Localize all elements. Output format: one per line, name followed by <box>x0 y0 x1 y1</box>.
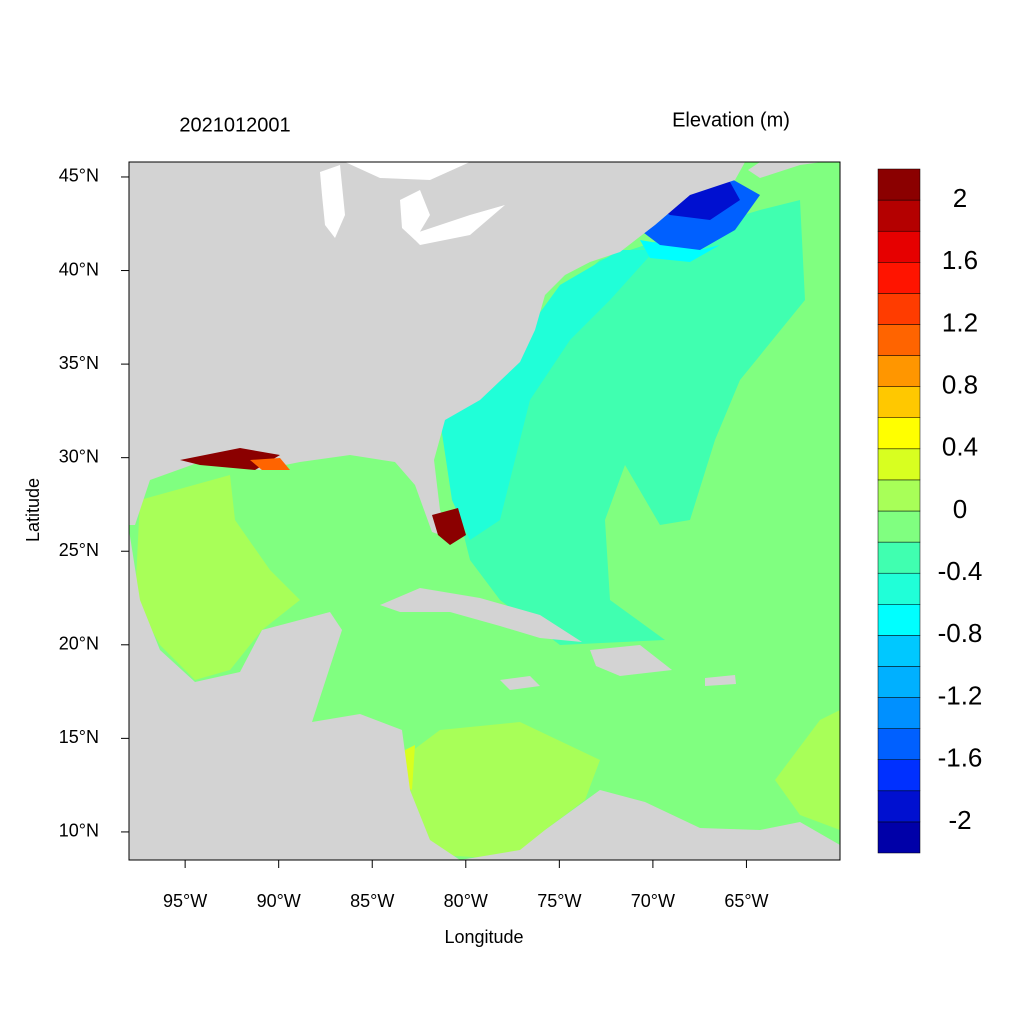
y-tick-label: 25°N <box>59 540 99 560</box>
lake <box>345 162 470 180</box>
colorbar-box <box>877 572 921 605</box>
colorbar-tick-label: 0.8 <box>942 370 978 400</box>
colorbar-box <box>877 230 921 263</box>
x-tick-label: 85°W <box>350 891 394 911</box>
surge-area <box>250 458 290 470</box>
surge-area <box>180 448 280 470</box>
colorbar-tick-label: 0.4 <box>942 432 978 462</box>
colorbar-tick-label: 1.6 <box>942 245 978 275</box>
colorbar-box <box>877 635 921 667</box>
colorbar-box <box>877 324 921 356</box>
y-tick-label: 45°N <box>59 166 99 186</box>
colorbar-box <box>877 355 921 387</box>
lake <box>400 190 430 240</box>
ocean-region <box>400 722 600 860</box>
x-tick-label: 65°W <box>724 891 768 911</box>
lake <box>320 165 345 238</box>
colorbar-tick-label: 2 <box>953 183 967 213</box>
colorbar-box <box>877 728 921 760</box>
y-tick-label: 35°N <box>59 353 99 373</box>
colorbar-tick-label: 1.2 <box>942 307 978 337</box>
map-field <box>129 162 840 860</box>
x-tick-label: 95°W <box>163 891 207 911</box>
ocean-region <box>135 475 300 680</box>
colorbar-box <box>877 759 921 792</box>
colorbar-tick-label: -0.8 <box>938 618 983 648</box>
colorbar-tick-label: -1.2 <box>938 680 983 710</box>
x-tick-label: 70°W <box>631 891 675 911</box>
colorbar-box <box>877 790 921 823</box>
surge-area <box>432 508 466 545</box>
ocean-region <box>640 240 720 262</box>
ocean-region <box>775 710 840 830</box>
ocean-region <box>440 200 805 645</box>
colorbar-tick-label: -1.6 <box>938 743 983 773</box>
y-tick-label: 15°N <box>59 727 99 747</box>
colorbar-tick-label: -0.4 <box>938 556 983 586</box>
title-right: Elevation (m) <box>672 109 790 131</box>
land <box>705 675 736 686</box>
colorbar-box <box>877 386 921 418</box>
y-tick-label: 10°N <box>59 821 99 841</box>
colorbar-box <box>877 417 921 450</box>
land <box>380 588 582 642</box>
colorbar-box <box>877 168 921 201</box>
land <box>500 676 540 690</box>
y-tick-label: 20°N <box>59 634 99 654</box>
colorbar-box <box>877 510 921 543</box>
colorbar-box <box>877 541 921 574</box>
colorbar-box <box>877 821 921 854</box>
colorbar-tick-label: -2 <box>948 805 971 835</box>
lake <box>410 205 505 245</box>
x-tick-label: 90°W <box>257 891 301 911</box>
colorbar-box <box>877 199 921 232</box>
y-tick-label: 30°N <box>59 446 99 466</box>
y-tick-label: 40°N <box>59 259 99 279</box>
colorbar-box <box>877 262 921 294</box>
land <box>590 645 672 676</box>
colorbar-box <box>877 604 921 636</box>
land <box>129 530 460 860</box>
colorbar-box <box>877 697 921 729</box>
colorbar-box <box>877 448 921 481</box>
y-axis-label: Latitude <box>23 478 43 542</box>
colorbar-box <box>877 666 921 698</box>
colorbar-box <box>877 293 921 325</box>
land <box>460 790 840 860</box>
x-tick-label: 75°W <box>537 891 581 911</box>
x-axis-label: Longitude <box>444 927 523 947</box>
title-left: 2021012001 <box>179 114 290 136</box>
x-tick-label: 80°W <box>444 891 488 911</box>
land <box>748 162 822 178</box>
colorbar-box <box>877 479 921 512</box>
plot-frame <box>128 161 841 861</box>
colorbar-tick-label: 0 <box>953 494 967 524</box>
ocean-region <box>440 250 655 540</box>
land <box>129 162 745 540</box>
